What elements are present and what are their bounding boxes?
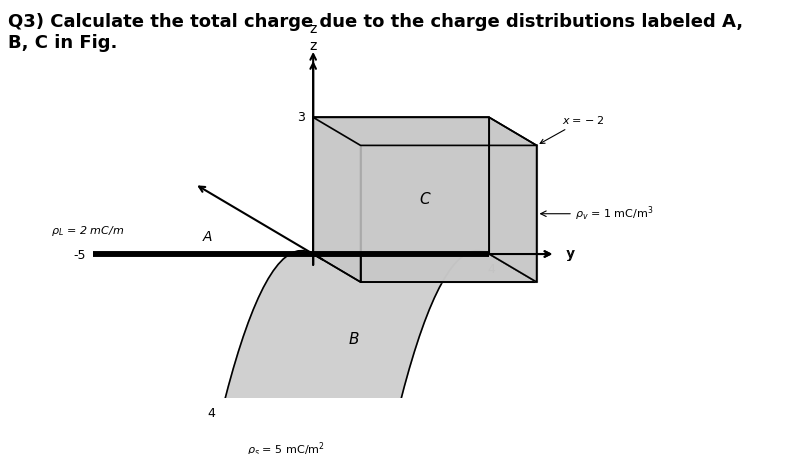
Polygon shape: [313, 254, 537, 282]
Text: A: A: [202, 230, 212, 243]
Text: y: y: [566, 247, 575, 261]
Text: 3: 3: [297, 111, 305, 124]
Text: y: y: [566, 247, 574, 261]
Polygon shape: [490, 118, 537, 282]
Text: $x=-2$: $x=-2$: [540, 114, 604, 143]
Polygon shape: [313, 118, 490, 254]
Polygon shape: [361, 145, 537, 282]
Text: B: B: [349, 332, 359, 347]
Text: 4: 4: [208, 407, 215, 420]
Text: $\rho_v$ = 1 mC/m$^3$: $\rho_v$ = 1 mC/m$^3$: [574, 204, 654, 223]
Text: Q3) Calculate the total charge due to the charge distributions labeled A,
B, C i: Q3) Calculate the total charge due to th…: [9, 13, 743, 52]
Text: $\rho_L$ = 2 mC/m: $\rho_L$ = 2 mC/m: [51, 224, 125, 238]
Text: z: z: [310, 39, 317, 53]
Polygon shape: [313, 118, 537, 145]
Text: $\rho_s$ = 5 mC/m$^2$: $\rho_s$ = 5 mC/m$^2$: [247, 440, 325, 454]
Text: C: C: [419, 192, 430, 207]
Text: z: z: [310, 22, 317, 36]
Polygon shape: [313, 118, 361, 282]
Text: -5: -5: [74, 249, 86, 262]
Polygon shape: [218, 251, 490, 426]
Text: 4: 4: [487, 263, 495, 276]
